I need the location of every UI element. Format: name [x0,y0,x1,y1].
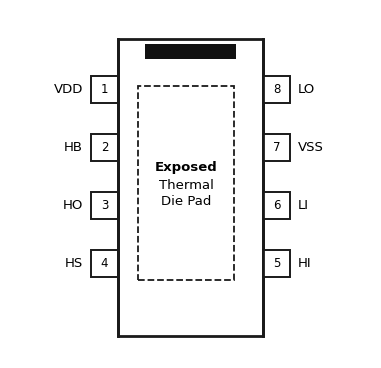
Text: HS: HS [65,257,83,270]
Text: 3: 3 [101,199,108,212]
Text: 7: 7 [273,141,280,154]
Text: LI: LI [298,199,309,212]
Text: HB: HB [64,141,83,154]
Bar [263,134,290,161]
Text: Thermal: Thermal [159,178,214,192]
Text: LO: LO [298,83,315,96]
Text: 2: 2 [101,141,108,154]
Bar [145,44,236,59]
Bar [91,76,118,103]
Bar [91,250,118,277]
Bar [263,250,290,277]
Text: Exposed: Exposed [155,161,218,174]
Bar [263,76,290,103]
Text: VDD: VDD [53,83,83,96]
Text: Die Pad: Die Pad [161,195,211,208]
Text: 4: 4 [101,257,108,270]
Text: 6: 6 [273,199,280,212]
Bar [138,86,234,280]
Text: 5: 5 [273,257,280,270]
Bar [91,192,118,219]
Text: 8: 8 [273,83,280,96]
Text: HO: HO [62,199,83,212]
Text: HI: HI [298,257,312,270]
Bar [118,39,263,336]
Bar [263,192,290,219]
Text: VSS: VSS [298,141,324,154]
Text: 1: 1 [101,83,108,96]
Bar [91,134,118,161]
